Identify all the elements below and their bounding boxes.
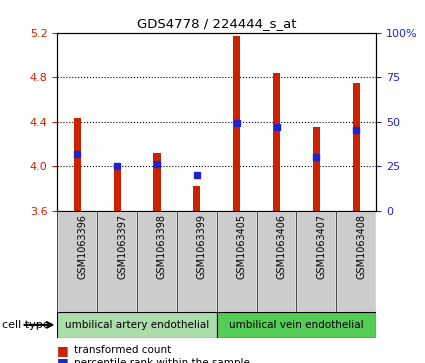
Bar: [193, 186, 201, 211]
Text: GSM1063408: GSM1063408: [356, 213, 366, 278]
Bar: [296, 211, 336, 312]
Text: GSM1063398: GSM1063398: [157, 213, 167, 278]
Bar: [257, 211, 296, 312]
Bar: [113, 170, 121, 211]
Text: GSM1063396: GSM1063396: [77, 213, 87, 278]
Text: cell type: cell type: [2, 320, 50, 330]
Bar: [313, 127, 320, 211]
Bar: [217, 312, 376, 338]
Bar: [217, 211, 257, 312]
Bar: [177, 211, 217, 312]
Bar: [233, 36, 240, 211]
Text: GSM1063406: GSM1063406: [277, 213, 286, 278]
Text: transformed count: transformed count: [74, 345, 172, 355]
Text: umbilical vein endothelial: umbilical vein endothelial: [229, 320, 364, 330]
Text: ■: ■: [57, 344, 73, 357]
Bar: [137, 211, 177, 312]
Bar: [97, 211, 137, 312]
Text: GSM1063397: GSM1063397: [117, 213, 127, 279]
Bar: [74, 118, 81, 211]
Title: GDS4778 / 224444_s_at: GDS4778 / 224444_s_at: [137, 17, 297, 30]
Bar: [353, 83, 360, 211]
Bar: [336, 211, 376, 312]
Bar: [153, 153, 161, 211]
Text: GSM1063399: GSM1063399: [197, 213, 207, 278]
Text: percentile rank within the sample: percentile rank within the sample: [74, 358, 250, 363]
Bar: [273, 73, 280, 211]
Text: umbilical artery endothelial: umbilical artery endothelial: [65, 320, 209, 330]
Text: ■: ■: [57, 356, 73, 363]
Bar: [57, 211, 97, 312]
Text: GSM1063407: GSM1063407: [316, 213, 326, 279]
Bar: [57, 312, 217, 338]
Text: GSM1063405: GSM1063405: [237, 213, 246, 279]
